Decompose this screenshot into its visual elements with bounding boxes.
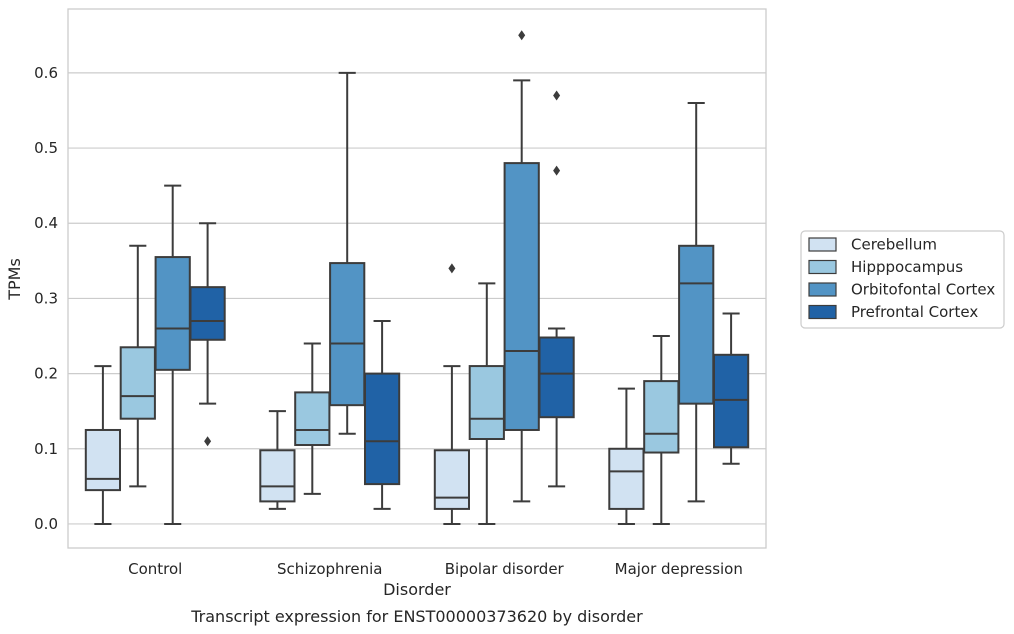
box-2-1 — [468, 282, 505, 525]
legend: Cerebellum Hipppocampus Orbitofontal Corte… — [800, 230, 1005, 329]
box-0-1 — [119, 244, 156, 488]
chart-caption: Transcript expression for ENST0000037362… — [190, 607, 643, 626]
y-tick-label: 0.5 — [34, 139, 58, 157]
box-3-3 — [712, 312, 750, 465]
legend-swatch — [808, 237, 837, 252]
x-tick-label: Major depression — [615, 560, 743, 578]
box-body — [154, 256, 191, 371]
box-0-2 — [154, 184, 191, 525]
legend-label: Prefrontal Cortex — [851, 303, 978, 321]
legend-swatch — [808, 304, 837, 320]
box-body — [538, 336, 575, 419]
box-body — [294, 391, 331, 447]
outlier-point — [553, 90, 561, 101]
box-3-1 — [643, 335, 680, 525]
outlier-point — [518, 30, 526, 41]
y-axis-label: TPMs — [5, 258, 24, 301]
box-body — [119, 346, 156, 420]
box-0-0 — [84, 365, 122, 525]
box-body — [189, 286, 226, 341]
box-groups — [84, 30, 750, 525]
y-axis-ticks: 0.0 0.1 0.2 0.3 0.4 0.5 0.6 — [34, 64, 58, 533]
legend-swatch — [808, 282, 837, 297]
legend-label: Cerebellum — [851, 236, 937, 254]
outlier-point — [553, 165, 561, 176]
box-body — [678, 244, 715, 405]
box-1-2 — [329, 71, 366, 435]
box-2-0 — [433, 263, 471, 525]
box-body — [84, 428, 122, 492]
box-body — [608, 447, 645, 510]
legend-label: Hipppocampus — [851, 258, 963, 276]
box-3-2 — [678, 101, 715, 503]
x-tick-label: Bipolar disorder — [445, 560, 565, 578]
box-body — [643, 380, 680, 454]
legend-frame — [800, 230, 1005, 329]
legend-label: Orbitofontal Cortex — [851, 281, 995, 299]
box-body — [468, 365, 505, 440]
box-body — [259, 449, 296, 503]
box-body — [712, 353, 750, 449]
box-2-2 — [503, 30, 540, 503]
box-3-0 — [608, 387, 645, 525]
box-1-1 — [294, 342, 331, 495]
x-tick-label: Schizophrenia — [277, 560, 382, 578]
y-tick-label: 0.1 — [34, 440, 58, 458]
y-tick-label: 0.4 — [34, 214, 58, 232]
box-body — [503, 162, 540, 431]
outlier-point — [204, 436, 212, 447]
x-axis-ticks: Control Schizophrenia Bipolar disorder Majo… — [128, 560, 743, 578]
outlier-point — [448, 263, 456, 274]
y-tick-label: 0.3 — [34, 289, 58, 307]
box-0-3 — [189, 222, 226, 447]
box-body — [363, 372, 401, 486]
box-body — [433, 449, 471, 510]
box-1-0 — [259, 410, 296, 510]
box-1-3 — [363, 319, 401, 510]
y-tick-label: 0.6 — [34, 64, 58, 82]
x-tick-label: Control — [128, 560, 182, 578]
y-tick-label: 0.0 — [34, 515, 58, 533]
legend-swatch — [808, 259, 837, 275]
plot-frame — [67, 8, 767, 549]
y-tick-label: 0.2 — [34, 365, 58, 383]
box-2-3 — [538, 90, 575, 488]
box-body — [329, 262, 366, 407]
x-axis-label: Disorder — [383, 580, 451, 599]
